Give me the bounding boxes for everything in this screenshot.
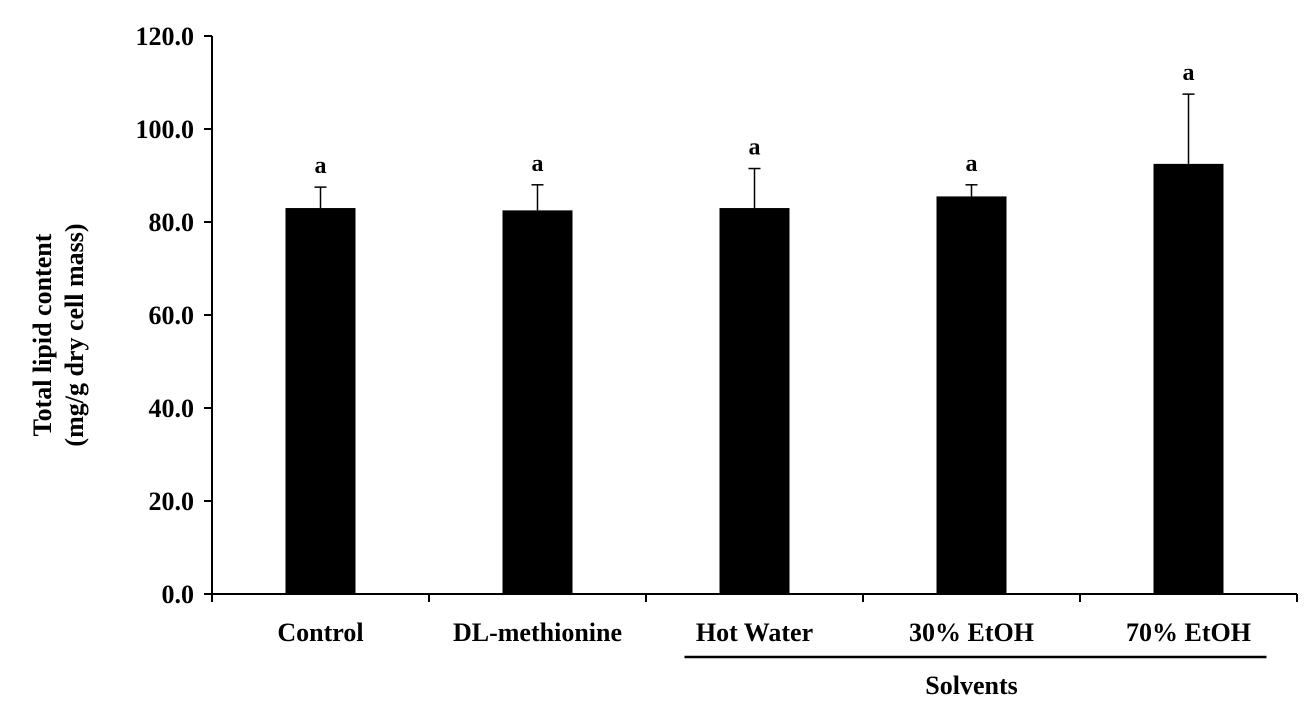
bar [285,208,356,595]
y-tick-label: 100.0 [136,115,195,144]
significance-label: a [749,135,761,161]
y-axis-title: Total lipid content (mg/g dry cell mass) [28,223,89,446]
significance-label: a [966,151,978,177]
bar [719,208,790,595]
significance-label: a [1183,60,1195,86]
bar [1153,163,1224,594]
y-tick-label: 40.0 [149,394,195,423]
y-axis-title-line2: (mg/g dry cell mass) [60,223,89,446]
x-category-label: 30% EtOH [909,618,1034,647]
y-tick-label: 20.0 [149,487,195,516]
bars [285,93,1224,595]
y-tick-label: 60.0 [149,301,195,330]
group-label: Solvents [925,671,1017,700]
x-category-label: DL-methionine [453,618,622,647]
bar [502,210,573,594]
labels: a Control a DL-methionine a Hot Water a 30% EtO… [277,60,1251,647]
axes: 0.0 20.0 40.0 60.0 80.0 100.0 120.0 [136,22,1298,609]
x-category-label: Control [277,618,363,647]
x-category-label: Hot Water [696,618,813,647]
bar [936,196,1007,595]
significance-label: a [315,153,327,179]
group-bracket: Solvents [684,655,1267,700]
y-tick-label: 0.0 [162,580,195,609]
y-axis-title-line1: Total lipid content [28,233,57,436]
y-tick-label: 80.0 [149,208,195,237]
y-tick-label: 120.0 [136,22,195,51]
significance-label: a [532,151,544,177]
x-category-label: 70% EtOH [1126,618,1251,647]
